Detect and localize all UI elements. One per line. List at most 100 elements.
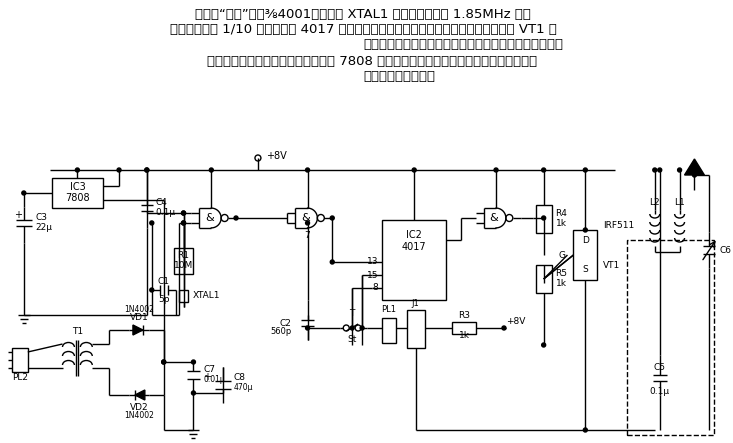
Circle shape bbox=[653, 168, 657, 172]
Polygon shape bbox=[135, 390, 145, 400]
Text: 7: 7 bbox=[305, 231, 310, 241]
Circle shape bbox=[145, 168, 149, 172]
Circle shape bbox=[583, 168, 587, 172]
Text: XTAL1: XTAL1 bbox=[193, 291, 220, 300]
Bar bbox=[174, 248, 194, 274]
Circle shape bbox=[542, 216, 545, 220]
Text: 1N4002: 1N4002 bbox=[124, 306, 154, 315]
Bar bbox=[407, 310, 424, 348]
Circle shape bbox=[182, 221, 185, 225]
Bar bbox=[627, 240, 714, 435]
Text: &: & bbox=[490, 213, 498, 223]
Text: 13: 13 bbox=[366, 257, 378, 267]
Text: R3: R3 bbox=[458, 311, 471, 319]
Circle shape bbox=[658, 168, 662, 172]
Text: 0.1μ: 0.1μ bbox=[155, 207, 176, 217]
Circle shape bbox=[350, 326, 354, 330]
Text: 10M: 10M bbox=[174, 261, 194, 271]
Circle shape bbox=[331, 216, 334, 220]
Text: T1: T1 bbox=[72, 327, 83, 337]
Circle shape bbox=[150, 288, 154, 292]
Text: 该电路信号部分电源由稳压集成电路 7808 供给，功率放大部分则直接由交流电源降压、: 该电路信号部分电源由稳压集成电路 7808 供给，功率放大部分则直接由交流电源降… bbox=[190, 55, 537, 68]
Circle shape bbox=[494, 168, 498, 172]
Circle shape bbox=[162, 360, 166, 364]
Circle shape bbox=[117, 168, 121, 172]
Circle shape bbox=[182, 211, 185, 215]
Text: 1k: 1k bbox=[556, 218, 567, 228]
Text: IRF511: IRF511 bbox=[603, 221, 635, 229]
Text: C2: C2 bbox=[280, 319, 292, 327]
Text: L2: L2 bbox=[649, 198, 660, 206]
Circle shape bbox=[210, 168, 213, 172]
Text: R5: R5 bbox=[556, 268, 567, 277]
Bar bbox=[51, 178, 103, 208]
Text: 4017: 4017 bbox=[402, 242, 427, 252]
Text: 22μ: 22μ bbox=[36, 222, 53, 232]
Text: C8: C8 bbox=[233, 373, 245, 381]
Text: +: + bbox=[14, 210, 22, 220]
Circle shape bbox=[306, 168, 309, 172]
Text: 0.01μ: 0.01μ bbox=[203, 374, 225, 384]
Polygon shape bbox=[133, 325, 143, 335]
Text: D: D bbox=[582, 236, 589, 245]
Text: C5: C5 bbox=[654, 362, 666, 372]
Circle shape bbox=[542, 343, 545, 347]
Text: +8V: +8V bbox=[266, 151, 287, 161]
Text: VD1: VD1 bbox=[130, 314, 148, 323]
Bar bbox=[179, 290, 188, 302]
Text: 7808: 7808 bbox=[65, 193, 89, 203]
Circle shape bbox=[150, 221, 154, 225]
Text: PL1: PL1 bbox=[381, 306, 397, 315]
Text: 1k: 1k bbox=[459, 330, 470, 339]
Circle shape bbox=[542, 168, 545, 172]
Circle shape bbox=[677, 168, 682, 172]
Circle shape bbox=[693, 173, 696, 177]
Text: 15: 15 bbox=[366, 271, 378, 280]
Bar bbox=[536, 265, 552, 293]
Circle shape bbox=[145, 168, 149, 172]
Polygon shape bbox=[685, 159, 704, 175]
Text: G: G bbox=[559, 250, 565, 260]
Text: C3: C3 bbox=[36, 213, 48, 222]
Text: IC2: IC2 bbox=[406, 230, 422, 240]
Circle shape bbox=[331, 260, 334, 264]
Text: C4: C4 bbox=[155, 198, 168, 206]
Text: R1: R1 bbox=[177, 252, 190, 260]
Text: 8: 8 bbox=[372, 284, 378, 292]
Text: PL2: PL2 bbox=[12, 373, 28, 382]
Circle shape bbox=[583, 228, 587, 232]
Circle shape bbox=[182, 221, 185, 225]
Bar bbox=[573, 230, 597, 280]
Text: C1: C1 bbox=[158, 276, 170, 285]
Circle shape bbox=[412, 168, 416, 172]
Text: C6: C6 bbox=[719, 245, 732, 254]
Text: 0.1μ: 0.1μ bbox=[649, 386, 670, 396]
Text: 整流、滤波后供给。: 整流、滤波后供给。 bbox=[363, 70, 435, 83]
Text: &: & bbox=[301, 213, 310, 223]
Circle shape bbox=[583, 428, 587, 432]
Text: &: & bbox=[205, 213, 214, 223]
Circle shape bbox=[360, 326, 364, 330]
Text: L1: L1 bbox=[674, 198, 685, 206]
Text: 470μ: 470μ bbox=[233, 382, 253, 392]
Text: 5p: 5p bbox=[158, 295, 169, 303]
Circle shape bbox=[234, 216, 238, 220]
Circle shape bbox=[191, 360, 196, 364]
Bar bbox=[536, 205, 552, 233]
Text: VD2: VD2 bbox=[130, 403, 148, 412]
Text: T: T bbox=[350, 310, 355, 319]
Text: J1: J1 bbox=[412, 299, 419, 307]
Circle shape bbox=[306, 326, 309, 330]
Circle shape bbox=[162, 360, 166, 364]
Circle shape bbox=[306, 221, 309, 225]
Circle shape bbox=[22, 191, 26, 195]
Text: 电路中“与非”门（⅜4001）、晶振 XTAL1 和阻容元件构成 1.85MHz 方波: 电路中“与非”门（⅜4001）、晶振 XTAL1 和阻容元件构成 1.85MHz… bbox=[195, 8, 531, 21]
Text: 振荡器，后接 1/10 分频器（由 4017 十进制计数器构成）。输出信号通过场效应晶体管 VT1 放: 振荡器，后接 1/10 分频器（由 4017 十进制计数器构成）。输出信号通过场… bbox=[169, 23, 556, 36]
Circle shape bbox=[191, 391, 196, 395]
Bar bbox=[452, 322, 476, 334]
Text: IC3: IC3 bbox=[70, 182, 85, 192]
Bar bbox=[382, 318, 396, 343]
Circle shape bbox=[182, 211, 185, 215]
Text: 1N4002: 1N4002 bbox=[124, 411, 154, 420]
Bar bbox=[12, 348, 28, 372]
